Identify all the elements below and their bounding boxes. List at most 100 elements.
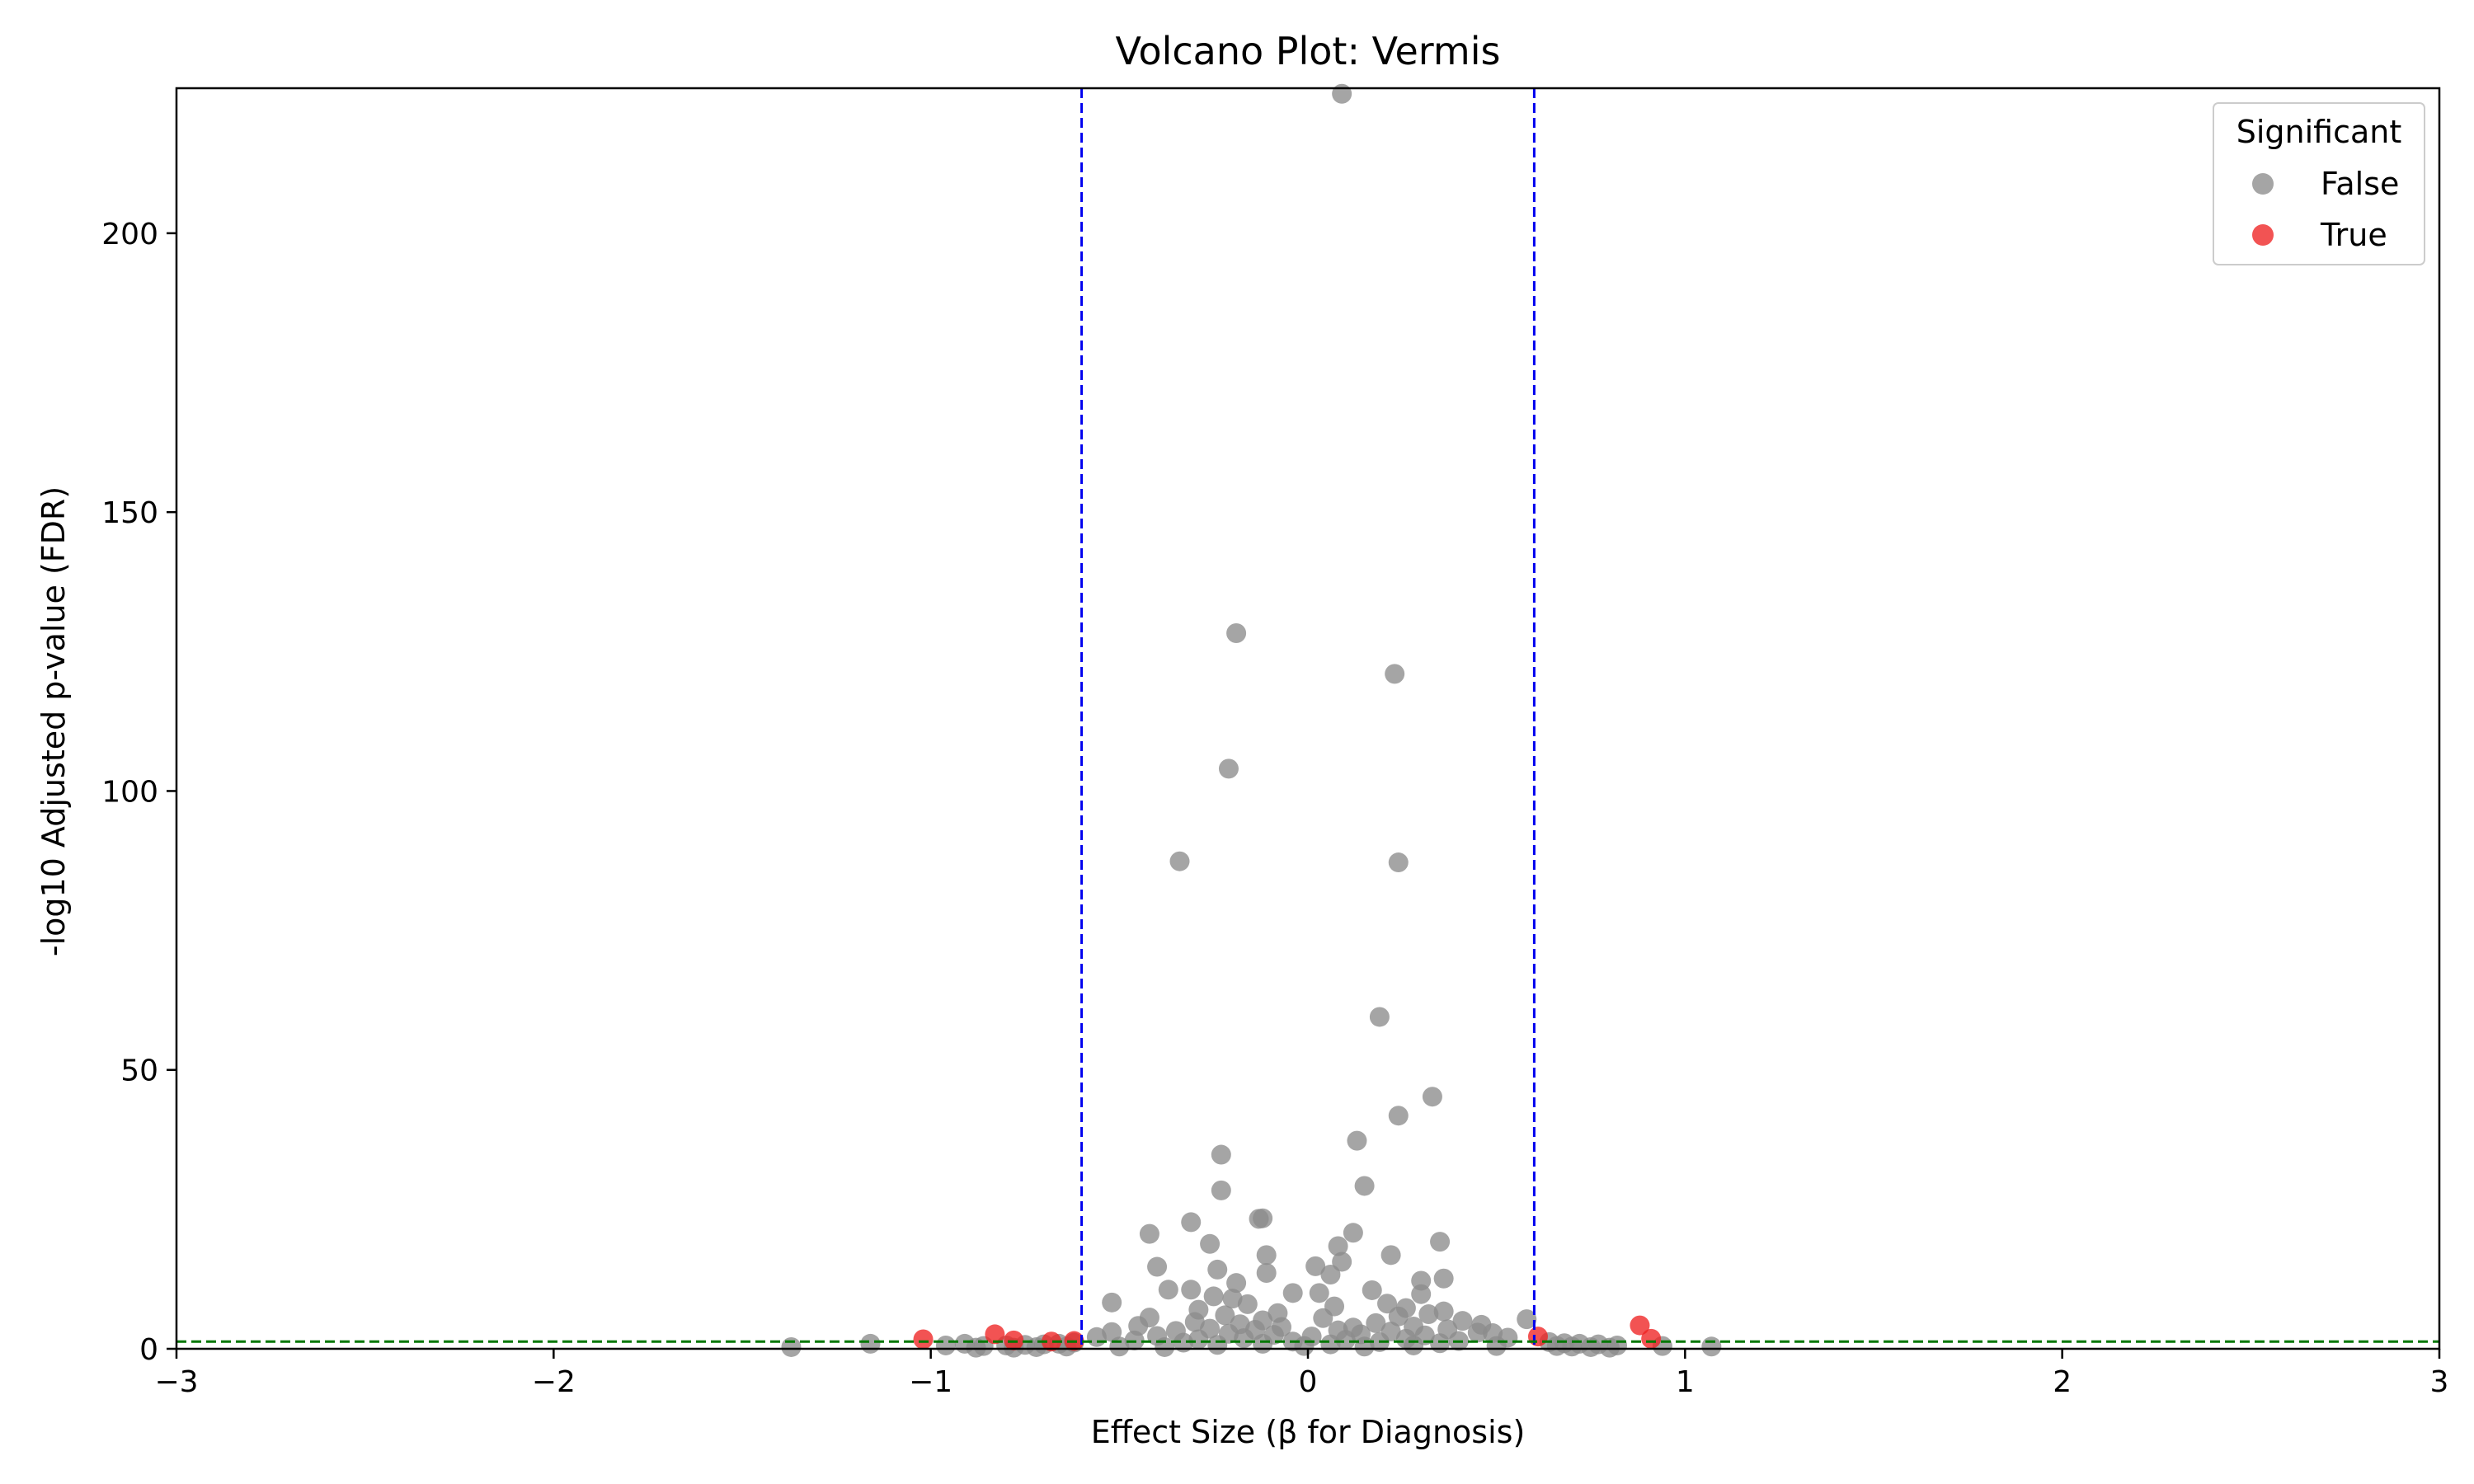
data-point-false	[1354, 1336, 1375, 1357]
data-point-false	[1294, 1336, 1315, 1356]
data-point-false	[1377, 1294, 1398, 1314]
data-point-false	[1388, 1106, 1409, 1126]
data-point-false	[1433, 1301, 1454, 1322]
data-point-false	[1211, 1180, 1231, 1200]
x-tick-label: 1	[1676, 1365, 1695, 1399]
x-tick-label: 3	[2430, 1365, 2449, 1399]
data-point-false	[1313, 1308, 1333, 1328]
data-point-false	[1155, 1336, 1175, 1357]
data-point-false	[1332, 1252, 1352, 1272]
data-point-false	[1249, 1209, 1269, 1229]
data-point-false	[1305, 1256, 1326, 1276]
data-point-false	[1328, 1236, 1348, 1256]
data-point-false	[1181, 1212, 1202, 1233]
data-point-false	[1211, 1144, 1231, 1165]
y-axis-title: -log10 Adjusted p-value (FDR)	[35, 486, 72, 956]
data-point-false	[1354, 1176, 1375, 1196]
legend-label-true: True	[2320, 217, 2387, 253]
data-point-false	[1256, 1245, 1277, 1266]
data-point-false	[1430, 1232, 1451, 1252]
data-point-false	[1102, 1322, 1122, 1342]
x-tick-label: 0	[1299, 1365, 1318, 1399]
data-point-false	[1380, 1245, 1401, 1266]
y-tick-label: 100	[101, 775, 158, 809]
data-point-false	[1309, 1283, 1329, 1303]
data-point-false	[1320, 1334, 1341, 1355]
data-point-false	[1430, 1333, 1451, 1354]
data-point-false	[1215, 1305, 1235, 1326]
data-point-false	[1347, 1130, 1367, 1151]
data-point-false	[1366, 1313, 1386, 1333]
data-point-false	[1362, 1280, 1382, 1300]
data-point-false	[1207, 1335, 1228, 1355]
data-point-false	[1226, 622, 1247, 643]
data-point-false	[1385, 664, 1405, 684]
plot-area: −3 −2 −1 0 1 2 3 0 50 100 150 200	[101, 83, 2449, 1399]
data-point-false	[1234, 1328, 1254, 1349]
data-point-false	[1282, 1283, 1303, 1303]
data-point-false	[1169, 851, 1190, 871]
data-point-true	[913, 1329, 934, 1350]
data-point-false	[1388, 1306, 1409, 1327]
data-point-false	[1343, 1223, 1363, 1243]
data-point-true	[985, 1324, 1005, 1345]
data-point-false	[1109, 1336, 1130, 1357]
data-point-false	[1388, 852, 1409, 873]
data-point-false	[1467, 1322, 1488, 1343]
data-point-true	[1630, 1315, 1650, 1336]
data-point-false	[1237, 1294, 1258, 1314]
data-point-false	[1102, 1292, 1122, 1313]
data-point-false	[935, 1335, 956, 1355]
y-tick-label: 0	[139, 1333, 158, 1367]
y-tick-label: 150	[101, 496, 158, 530]
legend-marker-false	[2252, 173, 2274, 195]
data-point-false	[1701, 1336, 1722, 1357]
data-point-false	[1452, 1311, 1473, 1331]
data-point-true	[1641, 1328, 1662, 1349]
legend: Significant False True	[2213, 102, 2425, 265]
data-point-false	[1404, 1335, 1424, 1355]
data-point-false	[1222, 1289, 1243, 1309]
x-tick-label: −2	[532, 1365, 576, 1399]
data-point-false	[860, 1333, 881, 1354]
x-axis-title: Effect Size (β for Diagnosis)	[1091, 1414, 1526, 1450]
data-point-false	[1158, 1280, 1178, 1300]
legend-title: Significant	[2236, 114, 2402, 150]
data-point-false	[1181, 1280, 1202, 1300]
data-point-false	[1207, 1259, 1228, 1280]
data-point-false	[1184, 1312, 1205, 1332]
data-point-false	[1086, 1327, 1107, 1347]
data-point-true	[1527, 1327, 1548, 1347]
data-point-false	[1147, 1256, 1168, 1277]
data-point-false	[1174, 1332, 1194, 1353]
data-point-false	[1332, 83, 1352, 104]
chart-title: Volcano Plot: Vermis	[1116, 29, 1501, 73]
data-point-true	[1042, 1331, 1062, 1352]
data-point-false	[1200, 1233, 1221, 1254]
data-point-false	[1253, 1333, 1273, 1354]
data-point-false	[1581, 1336, 1601, 1357]
legend-marker-true	[2252, 224, 2274, 246]
data-point-false	[1335, 1330, 1356, 1350]
data-point-false	[1226, 1273, 1247, 1294]
data-point-false	[1320, 1265, 1341, 1285]
y-tick-label: 200	[101, 218, 158, 251]
x-tick-label: 2	[2053, 1365, 2072, 1399]
data-point-false	[1369, 1007, 1390, 1027]
data-point-false	[1486, 1336, 1507, 1356]
data-point-false	[1418, 1304, 1439, 1325]
legend-box	[2213, 102, 2425, 265]
data-point-false	[1433, 1268, 1454, 1289]
data-point-false	[1139, 1223, 1159, 1244]
y-tick-label: 50	[120, 1054, 158, 1088]
data-point-false	[1218, 758, 1239, 779]
data-point-false	[781, 1336, 802, 1357]
data-point-false	[1188, 1329, 1209, 1350]
data-point-false	[1562, 1336, 1583, 1357]
legend-label-false: False	[2321, 166, 2399, 202]
data-point-false	[1203, 1286, 1224, 1307]
x-tick-label: −1	[909, 1365, 952, 1399]
x-tick-label: −3	[154, 1365, 198, 1399]
